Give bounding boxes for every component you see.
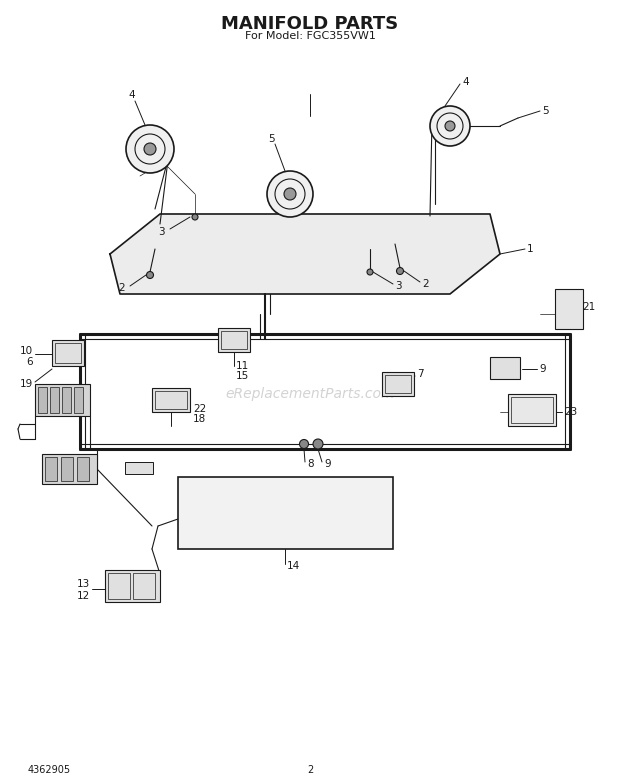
Bar (155, 391, 187, 409)
Text: 10: 10 (20, 346, 33, 356)
Text: 4362905: 4362905 (28, 765, 71, 775)
Text: For Model: FGC355VW1: For Model: FGC355VW1 (244, 31, 376, 41)
Circle shape (126, 125, 174, 173)
Text: 3: 3 (158, 227, 165, 237)
Bar (55, 343, 81, 363)
Bar (52, 340, 84, 366)
Text: 9: 9 (539, 364, 546, 374)
Text: 18: 18 (193, 414, 206, 424)
Text: 2: 2 (422, 279, 428, 289)
Bar (50, 387, 59, 413)
Bar (105, 570, 160, 602)
Bar (508, 394, 556, 426)
Text: 19: 19 (20, 379, 33, 389)
Circle shape (430, 106, 470, 146)
Text: MANIFOLD PARTS: MANIFOLD PARTS (221, 15, 399, 33)
Bar (152, 388, 190, 412)
Bar (133, 573, 155, 599)
Circle shape (313, 439, 323, 449)
Text: 15: 15 (236, 371, 249, 381)
Circle shape (267, 171, 313, 217)
Text: 4: 4 (128, 90, 135, 100)
Bar (61, 457, 73, 481)
Circle shape (192, 214, 198, 220)
Text: 14: 14 (287, 561, 300, 571)
Text: eReplacementParts.com: eReplacementParts.com (225, 387, 395, 401)
Text: 2: 2 (307, 765, 313, 775)
Text: 22: 22 (193, 404, 206, 414)
Bar (45, 457, 57, 481)
Bar (62, 387, 71, 413)
Text: 6: 6 (27, 357, 33, 367)
Bar (38, 387, 47, 413)
Bar (77, 457, 89, 481)
Bar (555, 289, 583, 329)
Bar (178, 477, 393, 549)
Text: 3: 3 (395, 281, 402, 291)
Circle shape (397, 267, 404, 274)
Bar (74, 387, 83, 413)
Circle shape (445, 121, 455, 131)
Circle shape (367, 269, 373, 275)
Text: 13: 13 (77, 579, 90, 589)
Circle shape (284, 188, 296, 200)
Text: 8: 8 (307, 459, 314, 469)
Bar (108, 573, 130, 599)
Bar (385, 375, 411, 393)
Bar (221, 331, 247, 349)
Text: 9: 9 (324, 459, 330, 469)
Bar (382, 372, 414, 396)
Text: 4: 4 (462, 77, 469, 87)
Text: 5: 5 (268, 134, 275, 144)
Text: 23: 23 (564, 407, 577, 417)
Text: 12: 12 (77, 591, 90, 601)
Text: 2: 2 (118, 283, 125, 293)
Text: 21: 21 (582, 302, 595, 312)
Polygon shape (110, 214, 500, 294)
Bar (511, 397, 553, 423)
Circle shape (299, 440, 309, 448)
Text: 11: 11 (236, 361, 249, 371)
Bar (42, 454, 97, 484)
Text: 5: 5 (542, 106, 549, 116)
Circle shape (146, 271, 154, 278)
Text: 7: 7 (417, 369, 423, 379)
Text: 1: 1 (527, 244, 534, 254)
Bar (218, 328, 250, 352)
Bar (490, 357, 520, 379)
Bar (125, 462, 153, 474)
Circle shape (144, 143, 156, 155)
Bar (35, 384, 90, 416)
